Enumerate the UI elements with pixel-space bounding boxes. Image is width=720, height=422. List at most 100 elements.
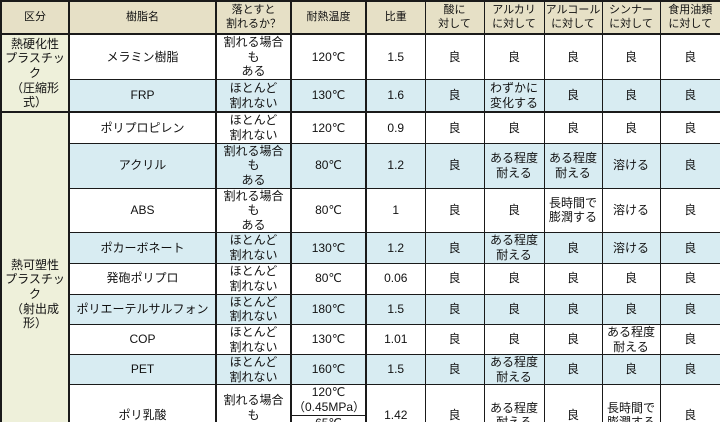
crack-cell: ほとんど 割れない xyxy=(215,232,292,264)
heat-temp-cell: 120℃ xyxy=(290,33,367,80)
acid-cell: 良 xyxy=(424,323,485,356)
header-cell-alkali: アルカリ に対して xyxy=(483,0,545,35)
crack-cell: ほとんど 割れない xyxy=(215,354,292,386)
gravity-cell: 1.42 xyxy=(365,384,426,422)
alcohol-cell: 良 xyxy=(543,293,603,325)
alkali-cell: 良 xyxy=(483,111,545,144)
acid-cell: 良 xyxy=(424,187,485,234)
crack-cell: 割れる場合も ある xyxy=(215,384,292,422)
oil-cell: 良 xyxy=(659,111,720,144)
resin-name-cell: COP xyxy=(68,323,217,356)
heat-temp-cell: 80℃ xyxy=(290,142,367,189)
heat-temp-cell: 180℃ xyxy=(290,293,367,325)
heat-temp-cell: 130℃ xyxy=(290,78,367,114)
resin-name-cell: ポリ乳酸 xyxy=(68,384,217,422)
crack-cell: ほとんど 割れない xyxy=(215,293,292,325)
oil-cell: 良 xyxy=(659,262,720,295)
acid-cell: 良 xyxy=(424,262,485,295)
thinner-cell: 良 xyxy=(601,33,661,80)
table-row: ポリ乳酸 割れる場合も ある 120℃ （0.45MPa） 1.42 良 ある程… xyxy=(1,384,720,422)
alkali-cell: 良 xyxy=(483,33,545,80)
header-cell-cooking-oil: 食用油類 に対して xyxy=(659,0,720,35)
resin-name-cell: PET xyxy=(68,354,217,386)
oil-cell: 良 xyxy=(659,33,720,80)
header-cell-thinner: シンナー に対して xyxy=(601,0,661,35)
alkali-cell: ある程度 耐える xyxy=(483,384,545,422)
acid-cell: 良 xyxy=(424,33,485,80)
gravity-cell: 1.5 xyxy=(365,293,426,325)
crack-cell: ほとんど 割れない xyxy=(215,111,292,144)
acid-cell: 良 xyxy=(424,354,485,386)
oil-cell: 良 xyxy=(659,354,720,386)
table-row: ポリエーテルサルフォン ほとんど 割れない 180℃ 1.5 良 良 良 良 良 xyxy=(1,293,720,325)
heat-temp-cell: 160℃ xyxy=(290,354,367,386)
header-cell-category: 区分 xyxy=(0,0,70,35)
oil-cell: 良 xyxy=(659,323,720,356)
header-cell-heat-temp: 耐熱温度 xyxy=(290,0,367,35)
oil-cell: 良 xyxy=(659,78,720,114)
thinner-cell: 溶ける xyxy=(601,232,661,264)
crack-cell: ほとんど 割れない xyxy=(215,323,292,356)
table-row: 65℃ （1.82MPa） xyxy=(1,414,720,422)
table-row: 熱硬化性 プラスチック （圧縮形式） メラミン樹脂 割れる場合も ある 120℃… xyxy=(0,33,720,114)
thinner-cell: 溶ける xyxy=(601,187,661,234)
heat-temp-cell: 80℃ xyxy=(290,262,367,295)
resin-name-cell: FRP xyxy=(68,78,217,114)
crack-cell: 割れる場合も ある xyxy=(215,142,292,189)
oil-cell: 良 xyxy=(659,293,720,325)
alcohol-cell: 良 xyxy=(543,323,603,356)
resin-name-cell: ABS xyxy=(68,187,217,234)
alcohol-cell: 良 xyxy=(543,384,603,422)
category-cell-thermoplastic: 熱可塑性 プラスチック （射出成形） xyxy=(0,111,70,422)
gravity-cell: 0.06 xyxy=(365,262,426,295)
oil-cell: 良 xyxy=(659,232,720,264)
thinner-cell: 良 xyxy=(601,78,661,114)
thinner-cell: ある程度 耐える xyxy=(601,323,661,356)
heat-temp-cell-lower: 65℃ （1.82MPa） xyxy=(290,414,367,422)
gravity-cell: 1.01 xyxy=(365,323,426,356)
gravity-cell: 1.5 xyxy=(365,33,426,80)
table-row: COP ほとんど 割れない 130℃ 1.01 良 良 良 ある程度 耐える 良 xyxy=(1,323,720,356)
header-cell-resin-name: 樹脂名 xyxy=(68,0,217,35)
heat-temp-cell: 130℃ xyxy=(290,232,367,264)
table-row: アクリル 割れる場合も ある 80℃ 1.2 良 ある程度 耐える ある程度 耐… xyxy=(1,142,720,189)
header-row: 区分 樹脂名 落とすと 割れるか？ 耐熱温度 比重 酸に 対して アルカリ に対… xyxy=(0,0,720,35)
resin-name-cell: メラミン樹脂 xyxy=(68,33,217,80)
table-row: ポカーボネート ほとんど 割れない 130℃ 1.2 良 ある程度 耐える 良 … xyxy=(1,232,720,264)
alcohol-cell: 良 xyxy=(543,262,603,295)
resin-name-cell: ポリエーテルサルフォン xyxy=(68,293,217,325)
gravity-cell: 1 xyxy=(365,187,426,234)
acid-cell: 良 xyxy=(424,384,485,422)
heat-temp-cell: 130℃ xyxy=(290,323,367,356)
resin-name-cell: ポリプロピレン xyxy=(68,111,217,144)
category-cell-thermoset: 熱硬化性 プラスチック （圧縮形式） xyxy=(0,33,70,114)
alkali-cell: 良 xyxy=(483,187,545,234)
alcohol-cell: 良 xyxy=(543,111,603,144)
alcohol-cell: 良 xyxy=(543,78,603,114)
header-cell-alcohol: アルコール に対して xyxy=(543,0,603,35)
alcohol-cell: 長時間で 膨潤する xyxy=(543,187,603,234)
table-row: ABS 割れる場合も ある 80℃ 1 良 良 長時間で 膨潤する 溶ける 良 xyxy=(1,187,720,234)
thinner-cell: 良 xyxy=(601,262,661,295)
alkali-cell: わずかに 変化する xyxy=(483,78,545,114)
acid-cell: 良 xyxy=(424,111,485,144)
thinner-cell: 良 xyxy=(601,111,661,144)
alcohol-cell: 良 xyxy=(543,232,603,264)
resin-name-cell: ポカーボネート xyxy=(68,232,217,264)
resin-name-cell: 発砲ポリプロ xyxy=(68,262,217,295)
gravity-cell: 1.2 xyxy=(365,232,426,264)
acid-cell: 良 xyxy=(424,232,485,264)
table-row: FRP ほとんど 割れない 130℃ 1.6 良 わずかに 変化する 良 良 良 xyxy=(1,78,720,114)
alkali-cell: 良 xyxy=(483,293,545,325)
gravity-cell: 1.2 xyxy=(365,142,426,189)
crack-cell: ほとんど 割れない xyxy=(215,78,292,114)
oil-cell: 良 xyxy=(659,142,720,189)
alkali-cell: ある程度 耐える xyxy=(483,354,545,386)
header-cell-drop-crack: 落とすと 割れるか？ xyxy=(215,0,292,35)
alkali-cell: 良 xyxy=(483,262,545,295)
thinner-cell: 良 xyxy=(601,354,661,386)
gravity-cell: 0.9 xyxy=(365,111,426,144)
alcohol-cell: 良 xyxy=(543,354,603,386)
